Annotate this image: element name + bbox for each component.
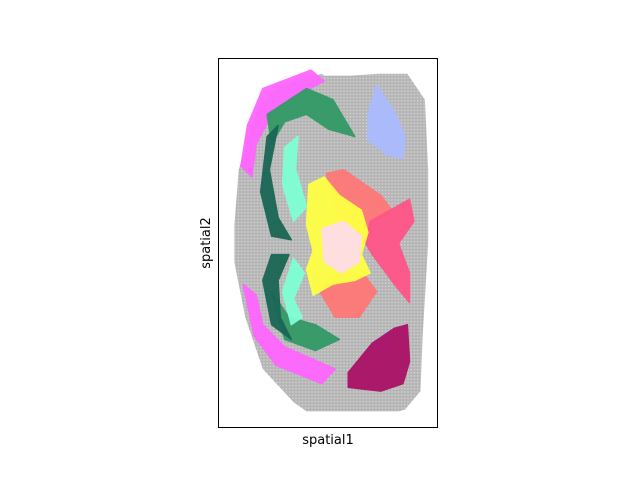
cluster-region-2-part-1 bbox=[262, 253, 293, 341]
cluster-region-3-part-1 bbox=[281, 257, 306, 326]
cluster-region-0-part-0 bbox=[240, 69, 325, 178]
y-axis-label: spatial2 bbox=[199, 217, 214, 269]
axes-frame bbox=[218, 58, 438, 428]
cluster-region-8-part-0 bbox=[321, 220, 363, 274]
cluster-region-0-part-1 bbox=[242, 283, 336, 385]
cluster-regions-layer bbox=[240, 69, 415, 392]
cluster-region-9-part-0 bbox=[347, 323, 411, 392]
cluster-region-4-part-0 bbox=[367, 84, 406, 160]
x-axis-label: spatial1 bbox=[302, 433, 354, 448]
cluster-region-2-part-0 bbox=[259, 124, 293, 241]
cluster-region-6-part-0 bbox=[364, 198, 415, 304]
cluster-region-3-part-0 bbox=[281, 135, 308, 223]
